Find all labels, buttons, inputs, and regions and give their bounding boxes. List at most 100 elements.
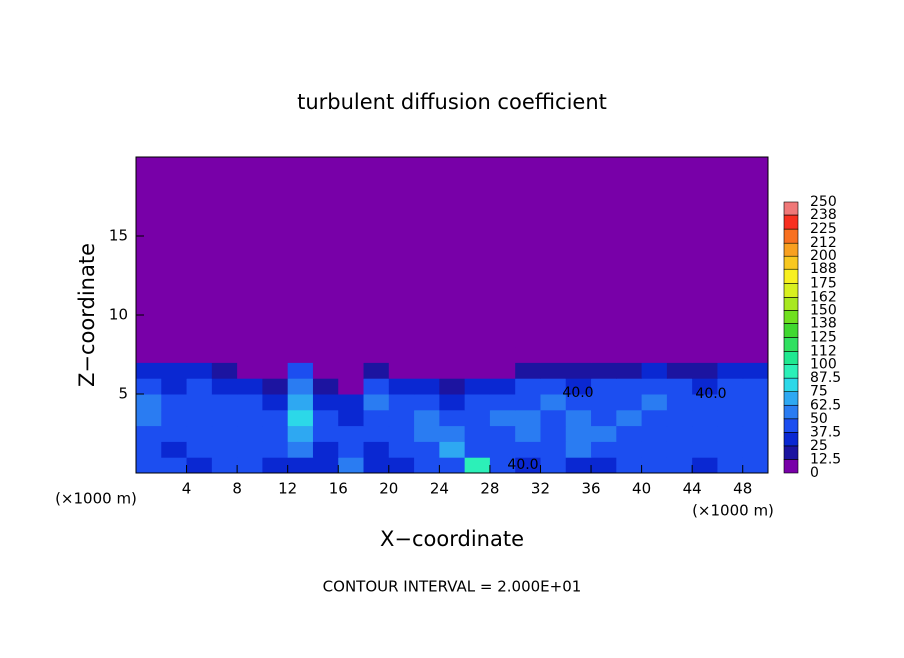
- colorbar-swatch: [783, 242, 799, 257]
- heat-cell: [515, 157, 541, 348]
- heat-cell: [287, 157, 314, 348]
- heat-cell: [388, 457, 415, 474]
- heat-cell: [616, 394, 643, 411]
- heat-cell: [717, 362, 744, 379]
- x-unit-label: (×1000 m): [55, 490, 137, 508]
- heat-cell: [666, 409, 693, 427]
- heat-cell: [338, 425, 365, 442]
- colorbar-label: 175: [810, 275, 837, 291]
- heat-cell: [414, 362, 440, 379]
- heat-cell: [312, 157, 339, 348]
- heat-cell: [262, 362, 289, 379]
- heat-cell: [591, 441, 617, 458]
- heat-cell: [742, 362, 769, 379]
- heat-cell: [338, 157, 365, 348]
- heat-cell: [237, 409, 263, 427]
- heat-cell: [717, 425, 744, 442]
- heat-cell: [489, 425, 516, 442]
- heat-cell: [540, 441, 567, 458]
- heat-cell: [287, 346, 314, 363]
- heat-cell: [161, 394, 188, 411]
- heat-cell: [262, 346, 289, 363]
- heat-cell: [616, 157, 643, 348]
- colorbar-swatch: [783, 214, 799, 230]
- x-tick-label: 40: [632, 480, 651, 498]
- colorbar-swatch: [783, 201, 799, 216]
- heat-cell: [312, 457, 339, 474]
- heat-cell: [439, 394, 466, 411]
- heat-cell: [540, 457, 567, 474]
- heat-cell: [591, 362, 617, 379]
- x-tick-label: 48: [733, 480, 752, 498]
- colorbar-swatch: [783, 418, 799, 433]
- heat-cell: [186, 425, 213, 442]
- heat-cell: [237, 394, 263, 411]
- heat-cell: [565, 346, 592, 363]
- heat-cell: [161, 441, 188, 458]
- heat-cell: [237, 378, 263, 395]
- heat-cell: [540, 157, 567, 348]
- heat-cell: [489, 457, 516, 474]
- heat-cell: [312, 394, 339, 411]
- heat-cell: [742, 394, 769, 411]
- heat-cell: [666, 441, 693, 458]
- colorbar-swatch: [783, 255, 799, 270]
- heat-cell: [262, 425, 289, 442]
- heat-cell: [363, 425, 390, 442]
- heat-cell: [414, 346, 440, 363]
- colorbar-swatch: [783, 377, 799, 392]
- heat-cell: [742, 378, 769, 395]
- heat-cell: [616, 457, 643, 474]
- heat-cell: [717, 346, 744, 363]
- heat-cell: [388, 346, 415, 363]
- heat-cell: [489, 346, 516, 363]
- heat-cell: [591, 457, 617, 474]
- heat-cell: [312, 441, 339, 458]
- heat-cell: [616, 425, 643, 442]
- heat-cell: [565, 394, 592, 411]
- x-tick-label: 8: [232, 480, 242, 498]
- colorbar-label: 212: [810, 235, 837, 251]
- colorbar-swatch: [783, 337, 799, 352]
- heat-cell: [515, 457, 541, 474]
- heat-cell: [211, 441, 238, 458]
- colorbar-swatch: [783, 268, 799, 284]
- colorbar-label: 225: [810, 221, 837, 237]
- x-tick-label: 16: [329, 480, 348, 498]
- heat-cell: [136, 157, 162, 348]
- heat-cell: [338, 378, 365, 395]
- heat-cell: [388, 441, 415, 458]
- heat-cell: [414, 425, 440, 442]
- heat-cell: [641, 378, 668, 395]
- colorbar-swatch: [783, 391, 799, 406]
- heat-cell: [186, 157, 213, 348]
- heat-cell: [211, 362, 238, 379]
- heat-cell: [186, 378, 213, 395]
- heat-cell: [388, 425, 415, 442]
- heat-cell: [338, 346, 365, 363]
- heat-cell: [439, 425, 466, 442]
- colorbar-label: 25: [810, 438, 828, 454]
- y-tick-label: 5: [118, 385, 128, 403]
- heat-cell: [742, 425, 769, 442]
- heat-cell: [591, 409, 617, 427]
- heat-cell: [515, 362, 541, 379]
- colorbar-label: 250: [810, 194, 837, 210]
- heat-cell: [692, 441, 718, 458]
- heat-cell: [388, 409, 415, 427]
- heat-cell: [363, 378, 390, 395]
- heat-cell: [262, 378, 289, 395]
- heat-cell: [641, 157, 668, 348]
- heat-cell: [464, 394, 491, 411]
- y-tick-label: 15: [109, 227, 128, 245]
- heat-cell: [717, 457, 744, 474]
- chart-title: turbulent diffusion coefficient: [297, 90, 607, 114]
- contour-label: 40.0: [695, 386, 726, 402]
- heat-cell: [641, 409, 668, 427]
- heat-cell: [591, 378, 617, 395]
- heat-cell: [489, 378, 516, 395]
- heat-cell: [692, 362, 718, 379]
- heat-cell: [717, 409, 744, 427]
- heat-cell: [338, 362, 365, 379]
- colorbar-swatch: [783, 445, 799, 460]
